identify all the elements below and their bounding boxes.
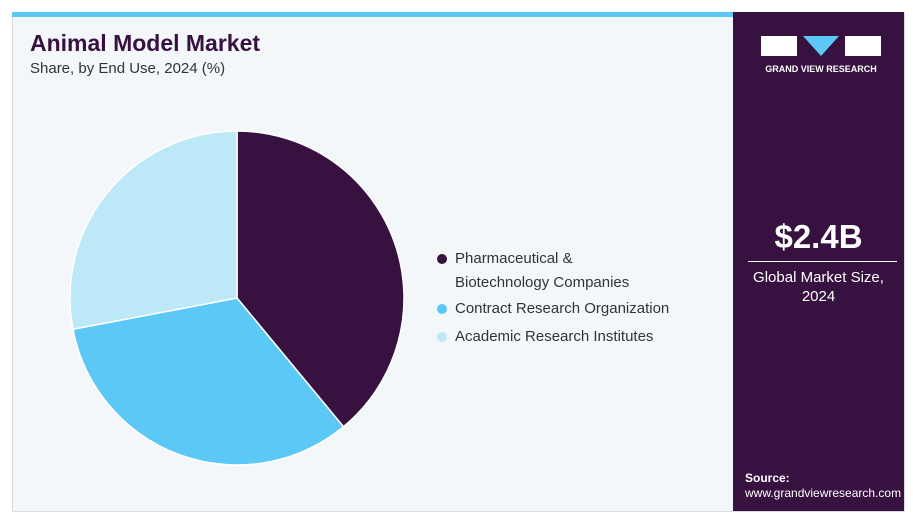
logo: GRAND VIEW RESEARCH: [761, 36, 881, 74]
legend-item: Contract Research Organization: [437, 297, 669, 321]
side-panel: GRAND VIEW RESEARCH $2.4B Global Market …: [733, 12, 904, 511]
logo-shape: [761, 36, 797, 56]
brand: GRAND VIEW RESEARCH: [765, 64, 877, 74]
source-label: Source:: [745, 471, 790, 485]
market-size-label: Global Market Size, 2024: [753, 269, 884, 305]
legend-marker: [437, 304, 447, 314]
source-url: www.grandviewresearch.com: [745, 486, 902, 500]
chart-title: Animal Model Market: [30, 30, 261, 56]
legend-label: Academic Research Institutes: [455, 328, 654, 345]
pie-slice: [72, 297, 345, 466]
logo-shape: [803, 36, 839, 56]
legend-marker: [437, 254, 447, 264]
pie-slice: [236, 130, 405, 428]
accent-stripe: [12, 12, 733, 17]
legend-marker: [437, 332, 447, 342]
market-size: $2.4B: [774, 218, 863, 255]
legend-item: Academic Research Institutes: [437, 325, 653, 349]
pie-slice: [69, 130, 238, 331]
legend-label: Contract Research Organization: [455, 300, 670, 317]
chart-subtitle: Share, by End Use, 2024 (%): [30, 60, 226, 77]
logo-shape: [845, 36, 881, 56]
legend-item: Pharmaceutical & Biotechnology Companies: [437, 247, 629, 295]
legend-label: Pharmaceutical & Biotechnology Companies: [455, 250, 630, 291]
divider: [748, 261, 897, 262]
